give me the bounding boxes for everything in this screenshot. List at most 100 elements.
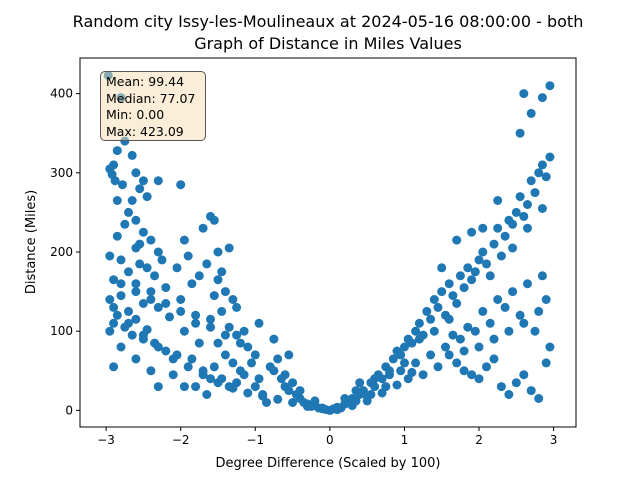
data-point — [209, 291, 219, 301]
data-point — [433, 302, 443, 312]
data-point — [124, 267, 133, 277]
data-point — [470, 326, 480, 336]
data-point — [526, 108, 536, 118]
data-point — [288, 398, 298, 407]
data-point — [452, 358, 462, 368]
data-point — [414, 334, 424, 344]
data-point — [135, 239, 145, 249]
data-point — [112, 146, 122, 156]
data-point — [534, 168, 544, 178]
data-point — [467, 275, 477, 285]
data-point — [519, 211, 529, 221]
data-point — [269, 334, 279, 344]
data-point — [288, 378, 298, 388]
data-point — [515, 128, 525, 138]
data-point — [127, 330, 137, 340]
data-point — [213, 338, 223, 348]
data-point — [448, 291, 458, 301]
data-point — [146, 287, 156, 297]
data-point — [496, 382, 506, 392]
data-point — [138, 299, 148, 308]
data-point — [515, 310, 525, 320]
data-point — [116, 255, 126, 265]
data-point — [153, 382, 163, 392]
data-point — [217, 267, 227, 277]
data-point — [418, 370, 428, 380]
data-point — [105, 251, 115, 261]
data-point — [482, 259, 491, 269]
data-point — [463, 322, 473, 332]
data-point — [116, 342, 126, 352]
data-point — [176, 180, 186, 190]
data-point — [157, 255, 167, 265]
data-point — [400, 342, 409, 352]
data-point — [508, 243, 518, 253]
data-point — [504, 390, 514, 399]
data-point — [116, 279, 126, 289]
data-point — [459, 366, 469, 376]
data-point — [523, 279, 532, 289]
data-point — [385, 370, 394, 380]
data-point — [194, 338, 204, 348]
data-point — [243, 388, 253, 398]
data-point — [131, 314, 141, 324]
data-point — [545, 81, 555, 91]
data-point — [153, 302, 163, 312]
data-point — [474, 255, 484, 265]
data-point — [407, 338, 417, 348]
data-point — [515, 192, 525, 202]
data-point — [452, 235, 462, 245]
data-point — [138, 330, 148, 340]
data-point — [407, 367, 417, 377]
data-point — [217, 306, 227, 316]
data-point — [183, 362, 193, 372]
data-point — [165, 312, 174, 322]
data-point — [142, 263, 152, 273]
data-point — [463, 263, 473, 273]
data-point — [220, 350, 230, 360]
data-point — [213, 378, 223, 388]
data-point — [254, 318, 264, 328]
y-tick-label: 200 — [50, 245, 73, 259]
y-tick-label: 100 — [50, 324, 73, 338]
data-point — [444, 350, 454, 360]
data-point — [347, 401, 357, 411]
data-point — [444, 279, 454, 289]
data-point — [429, 326, 439, 336]
data-point — [202, 259, 212, 269]
data-point — [537, 93, 547, 103]
data-point — [452, 299, 462, 308]
x-tick-label: −2 — [172, 433, 190, 447]
data-point — [388, 354, 398, 364]
data-point — [179, 235, 189, 245]
data-point — [504, 326, 514, 336]
data-point — [109, 302, 119, 312]
data-point — [224, 243, 234, 253]
data-point — [265, 362, 275, 372]
data-point — [127, 150, 137, 160]
data-point — [179, 382, 189, 392]
data-point — [511, 207, 521, 217]
data-point — [250, 350, 260, 360]
data-point — [437, 287, 447, 297]
data-point — [232, 330, 242, 340]
data-point — [455, 334, 465, 344]
data-point — [500, 302, 510, 312]
stats-mean: Mean: 99.44 — [106, 74, 185, 89]
data-point — [467, 370, 477, 380]
data-point — [138, 227, 148, 237]
plot-frame — [79, 57, 577, 428]
data-point — [247, 358, 256, 368]
y-axis-label: Distance (Miles) — [24, 190, 39, 294]
data-point — [474, 374, 484, 384]
data-point — [478, 247, 488, 257]
chart-title-line2: Graph of Distance in Miles Values — [194, 34, 462, 53]
data-point — [110, 176, 120, 186]
data-point — [232, 302, 242, 312]
data-point — [135, 184, 145, 194]
stats-box: Mean: 99.44 Median: 77.07 Min: 0.00 Max:… — [100, 71, 206, 141]
data-point — [493, 223, 503, 233]
data-point — [131, 287, 141, 297]
data-point — [150, 271, 160, 281]
data-point — [370, 374, 380, 384]
